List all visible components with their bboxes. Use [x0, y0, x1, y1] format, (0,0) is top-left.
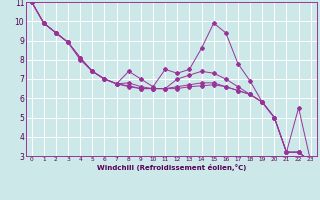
X-axis label: Windchill (Refroidissement éolien,°C): Windchill (Refroidissement éolien,°C) [97, 164, 246, 171]
